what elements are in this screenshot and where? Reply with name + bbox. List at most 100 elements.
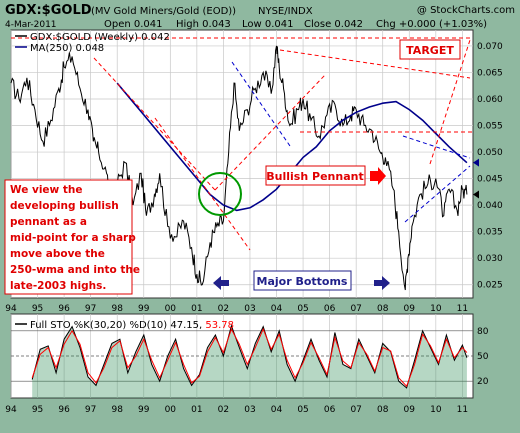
- sto-x-tick-label: 96: [58, 405, 70, 415]
- sto-x-tick-label: 07: [350, 405, 361, 415]
- open-label: Open 0.041: [104, 19, 163, 30]
- sto-x-tick-label: 98: [111, 405, 123, 415]
- sto-x-tick-label: 05: [297, 405, 308, 415]
- price-x-tick-label: 99: [138, 304, 150, 314]
- ma-last-marker: [473, 158, 479, 167]
- price-x-tick-label: 07: [350, 304, 361, 314]
- exchange-label: NYSE/INDX: [258, 6, 313, 17]
- copyright-label: @ StockCharts.com: [417, 5, 515, 16]
- price-y-tick-label: 0.050: [477, 148, 503, 158]
- symbol-description: (MV Gold Miners/Gold (EOD)): [91, 6, 236, 17]
- target-label: TARGET: [406, 44, 454, 57]
- price-series-line: [10, 45, 468, 291]
- price-x-tick-label: 98: [111, 304, 123, 314]
- commentary-box: [4, 179, 133, 295]
- downtrend-line: [93, 57, 216, 191]
- price-x-tick-label: 10: [430, 304, 442, 314]
- price-x-tick-label: 00: [165, 304, 177, 314]
- sto-x-tick-label: 06: [324, 405, 336, 415]
- price-y-tick-label: 0.060: [477, 95, 503, 105]
- price-x-tick-label: 05: [297, 304, 308, 314]
- price-x-tick-label: 94: [5, 304, 17, 314]
- flagpole-line: [231, 61, 291, 147]
- price-x-tick-label: 08: [377, 304, 389, 314]
- price-x-tick-label: 01: [191, 304, 202, 314]
- pennant-lower-line: [404, 165, 471, 223]
- price-legend: GDX:$GOLD (Weekly) 0.042 MA(250) 0.048: [15, 32, 170, 54]
- date-label: 4-Mar-2011: [5, 20, 57, 30]
- price-y-tick-label: 0.035: [477, 228, 503, 238]
- pennant-arrow-icon: [370, 167, 386, 185]
- price-y-tick-label: 0.065: [477, 68, 503, 78]
- sto-y-tick-label: 80: [477, 327, 489, 337]
- sto-x-tick-label: 08: [377, 405, 389, 415]
- price-y-tick-label: 0.045: [477, 175, 503, 185]
- price-x-tick-label: 06: [324, 304, 336, 314]
- price-y-tick-label: 0.040: [477, 201, 503, 211]
- close-label: Close 0.042: [304, 19, 363, 30]
- price-x-tick-label: 02: [218, 304, 229, 314]
- price-x-tick-label: 97: [85, 304, 96, 314]
- sto-x-tick-label: 11: [457, 405, 468, 415]
- sto-legend-prefix: Full STO %K(30,20) %D(10) 47.15,: [30, 320, 202, 331]
- price-legend-label: GDX:$GOLD (Weekly) 0.042: [30, 32, 170, 43]
- trendlines: [11, 37, 473, 251]
- sto-y-tick-label: 50: [477, 352, 489, 362]
- commentary-line-4: mid-point for a sharp: [10, 232, 136, 244]
- axis-layer: 94 94 95 95 96 96 97 97 98 98 99 99 00 00 01 01 02 02 03 03…: [5, 42, 503, 415]
- pennant-upper-line: [402, 135, 471, 159]
- sto-x-tick-label: 04: [271, 405, 283, 415]
- commentary-line-6: 250-wma and into the: [10, 264, 140, 276]
- sto-legend: Full STO %K(30,20) %D(10) 47.15, 53.78: [15, 320, 234, 331]
- sto-x-tick-label: 02: [218, 405, 229, 415]
- price-x-tick-label: 96: [58, 304, 70, 314]
- price-y-tick-label: 0.070: [477, 42, 503, 52]
- bottoms-box: [253, 270, 352, 291]
- sto-d-line: [31, 327, 468, 388]
- target-box: [399, 39, 461, 60]
- sto-x-tick-label: 97: [85, 405, 96, 415]
- bottoms-label: Major Bottoms: [257, 275, 348, 288]
- commentary-line-2: developing bullish: [10, 200, 119, 212]
- sto-x-tick-label: 00: [165, 405, 177, 415]
- commentary-line-3: pennant as a: [10, 216, 87, 228]
- symbol-title: GDX:$GOLD: [5, 3, 92, 18]
- decline-projection-line: [154, 117, 251, 251]
- mark-layer: [10, 45, 468, 398]
- uptrend-line: [214, 74, 326, 191]
- left-arrow-icon: [213, 276, 229, 290]
- commentary-line-1: We view the: [10, 184, 83, 196]
- sto-x-tick-label: 94: [5, 405, 17, 415]
- sto-x-tick-label: 03: [244, 405, 255, 415]
- target-projection-line: [429, 39, 471, 165]
- sto-legend-d: 53.78: [205, 320, 234, 331]
- commentary-text: We view the developing bullish pennant a…: [10, 184, 140, 292]
- ma250-series-line: [116, 82, 468, 212]
- chg-label: Chg +0.000 (+1.03%): [376, 19, 487, 30]
- price-y-tick-label: 0.055: [477, 122, 503, 132]
- pennant-label: Bullish Pennant: [266, 170, 363, 183]
- sto-y-tick-label: 20: [477, 377, 489, 387]
- price-x-tick-label: 11: [457, 304, 468, 314]
- commentary-line-7: late-2003 highs.: [10, 280, 106, 292]
- high-label: High 0.043: [176, 19, 231, 30]
- sto-x-tick-label: 99: [138, 405, 150, 415]
- price-y-tick-label: 0.025: [477, 281, 503, 291]
- price-last-marker: [473, 190, 479, 199]
- price-x-tick-label: 04: [271, 304, 283, 314]
- sto-x-tick-label: 10: [430, 405, 442, 415]
- low-label: Low 0.041: [242, 19, 294, 30]
- pennant-box: [265, 165, 366, 186]
- bottom-circle: [198, 172, 242, 216]
- price-x-tick-label: 95: [32, 304, 43, 314]
- ma-legend-label: MA(250) 0.048: [30, 43, 104, 54]
- sto-x-tick-label: 01: [191, 405, 202, 415]
- commentary-line-5: move above the: [10, 248, 105, 260]
- right-arrow-icon: [374, 276, 390, 290]
- price-y-tick-label: 0.030: [477, 254, 503, 264]
- sto-x-tick-label: 09: [404, 405, 416, 415]
- sto-x-tick-label: 95: [32, 405, 43, 415]
- sto-legend-label: Full STO %K(30,20) %D(10) 47.15, 53.78: [30, 320, 234, 331]
